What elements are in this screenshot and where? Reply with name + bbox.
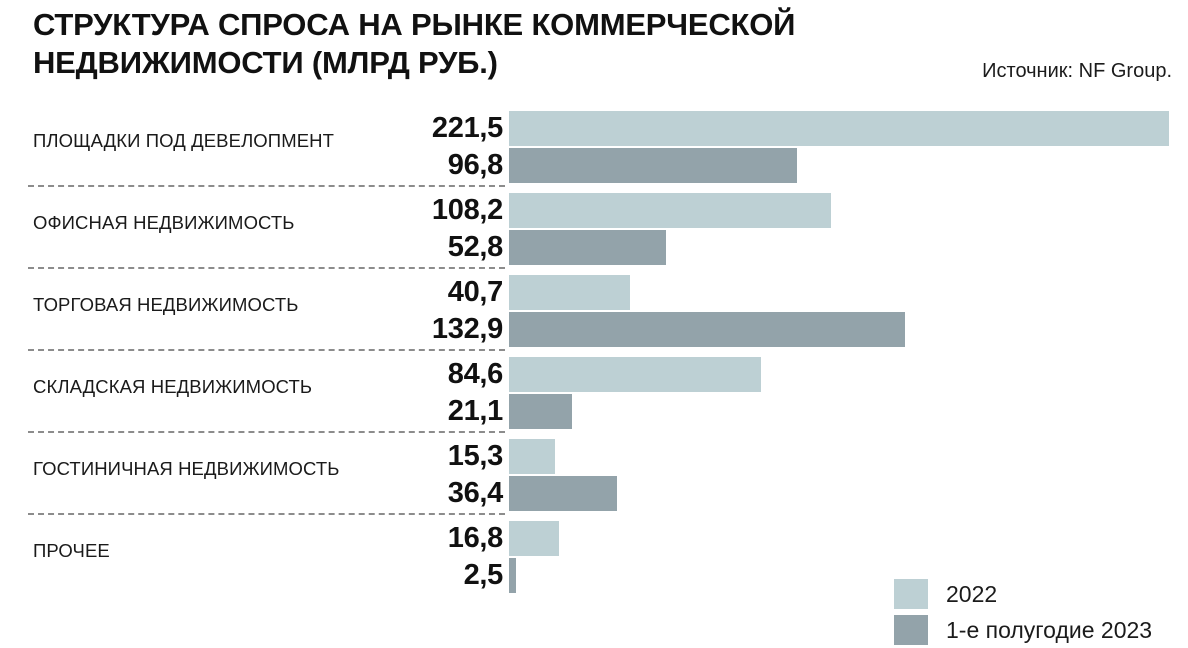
bar (509, 357, 762, 392)
bar (509, 521, 560, 556)
row-separator (28, 185, 505, 187)
source-note: Источник: NF Group. (982, 60, 1172, 82)
bar-value-label: 84,6 (447, 358, 504, 390)
bar-group-series-1: 16,8 (0, 521, 1188, 556)
row-separator (28, 267, 505, 269)
legend-label-2022: 2022 (946, 581, 998, 607)
chart-legend: 2022 1-е полугодие 2023 (894, 576, 1184, 648)
legend-item-2023: 1-е полугодие 2023 (894, 612, 1184, 648)
bar (509, 439, 555, 474)
bar-group-series-1: 84,6 (0, 357, 1188, 392)
bar (509, 394, 572, 429)
bar (509, 476, 618, 511)
category-label: ГОСТИНИЧНАЯ НЕДВИЖИМОСТЬ (33, 458, 340, 479)
chart-row: ПЛОЩАДКИ ПОД ДЕВЕЛОПМЕНТ 221,5 96,8 (0, 103, 1188, 185)
row-separator (28, 513, 505, 515)
bar-group-series-2: 36,4 (0, 476, 1188, 511)
bar-value-label: 40,7 (447, 276, 504, 308)
legend-item-2022: 2022 (894, 576, 1184, 612)
bar-group-series-2: 21,1 (0, 394, 1188, 429)
legend-swatch-icon-2022 (894, 579, 928, 609)
bar (509, 111, 1169, 146)
chart-row: ПРОЧЕЕ 16,8 2,5 (0, 513, 1188, 595)
bar-group-series-2: 52,8 (0, 230, 1188, 265)
bar-value-label: 108,2 (431, 194, 503, 226)
bar-value-label: 52,8 (447, 231, 504, 263)
bar (509, 558, 517, 593)
bar (509, 193, 832, 228)
bar-group-series-1: 40,7 (0, 275, 1188, 310)
row-separator (28, 349, 505, 351)
chart-plot-area: ПЛОЩАДКИ ПОД ДЕВЕЛОПМЕНТ 221,5 96,8 ОФИСНАЯ… (0, 98, 1188, 645)
row-separator (28, 431, 505, 433)
category-label: ТОРГОВАЯ НЕДВИЖИМОСТЬ (33, 294, 299, 315)
bar-group-series-1: 108,2 (0, 193, 1188, 228)
bar-group-series-2: 132,9 (0, 312, 1188, 347)
bar (509, 148, 798, 183)
bar-value-label: 36,4 (447, 477, 504, 509)
bar (509, 275, 631, 310)
chart-row: СКЛАДСКАЯ НЕДВИЖИМОСТЬ 84,6 21,1 (0, 349, 1188, 431)
bar-value-label: 132,9 (431, 313, 503, 345)
category-label: ОФИСНАЯ НЕДВИЖИМОСТЬ (33, 212, 295, 233)
bar-value-label: 15,3 (447, 440, 504, 472)
chart-header: СТРУКТУРА СПРОСА НА РЫНКЕ КОММЕРЧЕСКОЙ Н… (0, 0, 1188, 98)
bar (509, 230, 667, 265)
bar-group-series-1: 15,3 (0, 439, 1188, 474)
chart-row: ОФИСНАЯ НЕДВИЖИМОСТЬ 108,2 52,8 (0, 185, 1188, 267)
bar-group-series-1: 221,5 (0, 111, 1188, 146)
legend-label-2023: 1-е полугодие 2023 (946, 617, 1153, 643)
category-label: ПРОЧЕЕ (33, 540, 110, 561)
category-label: ПЛОЩАДКИ ПОД ДЕВЕЛОПМЕНТ (33, 130, 335, 151)
bar (509, 312, 905, 347)
chart-row: ГОСТИНИЧНАЯ НЕДВИЖИМОСТЬ 15,3 36,4 (0, 431, 1188, 513)
bar-value-label: 16,8 (447, 522, 504, 554)
page-title: СТРУКТУРА СПРОСА НА РЫНКЕ КОММЕРЧЕСКОЙ Н… (33, 7, 796, 80)
bar-group-series-2: 2,5 (0, 558, 1188, 593)
bar-value-label: 21,1 (447, 395, 504, 427)
bar-value-label: 2,5 (463, 559, 504, 591)
bar-group-series-2: 96,8 (0, 148, 1188, 183)
chart-row: ТОРГОВАЯ НЕДВИЖИМОСТЬ 40,7 132,9 (0, 267, 1188, 349)
category-label: СКЛАДСКАЯ НЕДВИЖИМОСТЬ (33, 376, 313, 397)
bar-value-label: 96,8 (447, 149, 504, 181)
legend-swatch-icon-2023 (894, 615, 928, 645)
bar-value-label: 221,5 (431, 112, 503, 144)
